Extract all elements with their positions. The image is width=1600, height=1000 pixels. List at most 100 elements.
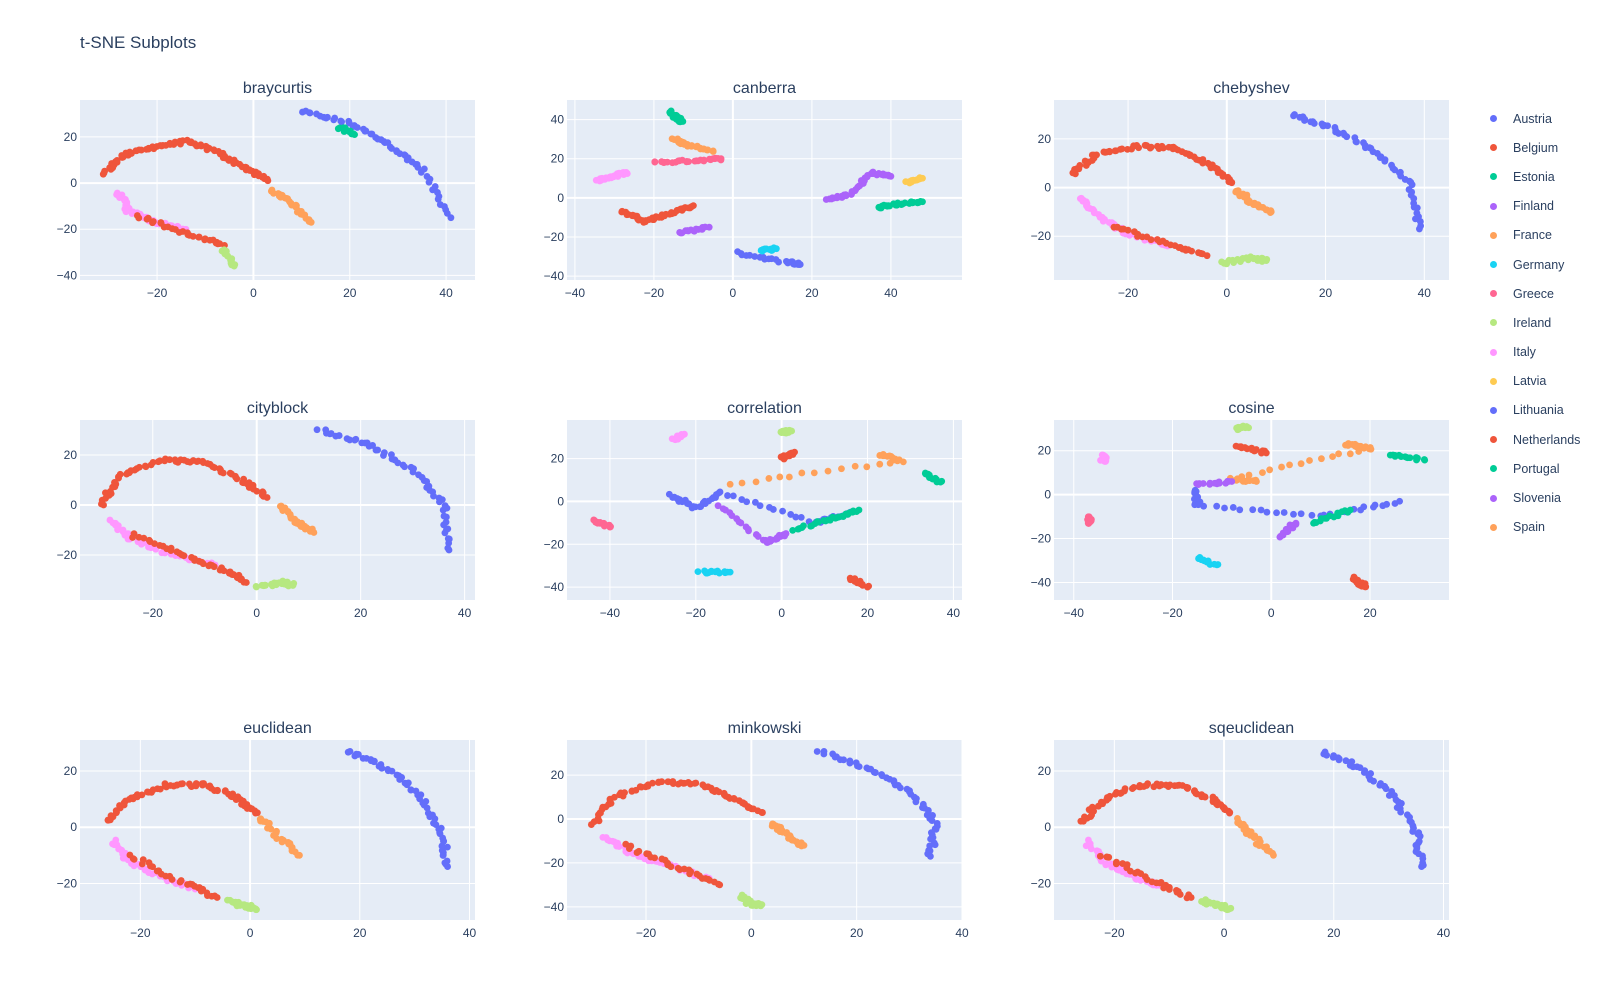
x-tick-label: 40 bbox=[463, 926, 477, 940]
legend-label: Portugal bbox=[1513, 461, 1560, 476]
point-austria bbox=[346, 747, 354, 755]
point-netherlands bbox=[253, 487, 261, 495]
point-belgium bbox=[149, 219, 156, 227]
point-ireland bbox=[749, 902, 757, 909]
legend-item-austria[interactable]: Austria bbox=[1490, 104, 1580, 133]
y-tick-label: 20 bbox=[551, 452, 565, 466]
point-france bbox=[1286, 461, 1293, 469]
point-ireland bbox=[253, 583, 260, 591]
point-france bbox=[1278, 463, 1285, 471]
point-finland bbox=[1228, 478, 1236, 485]
legend-marker-icon bbox=[1490, 494, 1497, 502]
point-greece bbox=[1085, 519, 1092, 527]
point-france bbox=[838, 465, 845, 473]
point-italy bbox=[1087, 845, 1095, 853]
point-france bbox=[709, 147, 717, 155]
point-austria bbox=[370, 758, 378, 766]
point-greece bbox=[685, 158, 692, 166]
point-netherlands bbox=[1262, 449, 1270, 457]
point-austria bbox=[1413, 204, 1421, 212]
point-austria bbox=[380, 452, 387, 459]
subplot-title: minkowski bbox=[728, 720, 802, 737]
legend-item-france[interactable]: France bbox=[1490, 221, 1580, 250]
legend-item-portugal[interactable]: Portugal bbox=[1490, 454, 1580, 483]
x-tick-label: 20 bbox=[861, 606, 875, 620]
point-france bbox=[704, 146, 712, 154]
point-austria bbox=[1418, 863, 1425, 870]
legend-item-spain[interactable]: Spain bbox=[1490, 513, 1580, 542]
point-belgium bbox=[1203, 252, 1211, 260]
point-netherlands bbox=[137, 146, 145, 154]
legend-item-germany[interactable]: Germany bbox=[1490, 250, 1580, 279]
point-france bbox=[267, 825, 275, 833]
x-tick-label: −40 bbox=[600, 606, 621, 620]
points bbox=[592, 107, 926, 268]
legend-item-italy[interactable]: Italy bbox=[1490, 338, 1580, 367]
point-belgium bbox=[210, 563, 218, 571]
legend-label: Slovenia bbox=[1513, 491, 1561, 506]
legend-item-ireland[interactable]: Ireland bbox=[1490, 308, 1580, 337]
legend-marker-icon bbox=[1490, 144, 1497, 152]
point-belgium bbox=[144, 214, 152, 222]
point-netherlands bbox=[715, 788, 723, 796]
x-tick-label: 40 bbox=[884, 286, 898, 300]
point-france bbox=[752, 478, 760, 486]
point-estonia bbox=[334, 125, 342, 133]
point-austria bbox=[403, 781, 411, 789]
legend-marker-icon bbox=[1490, 523, 1497, 531]
x-tick-label: 0 bbox=[253, 606, 260, 620]
point-belgium bbox=[633, 849, 641, 856]
y-tick-label: 20 bbox=[64, 130, 78, 144]
legend-item-estonia[interactable]: Estonia bbox=[1490, 162, 1580, 191]
point-italy bbox=[1137, 876, 1145, 884]
point-belgium bbox=[667, 863, 675, 871]
point-belgium bbox=[1124, 226, 1132, 234]
point-france bbox=[1329, 453, 1336, 461]
y-tick-label: −40 bbox=[57, 268, 78, 282]
point-austria bbox=[1335, 756, 1343, 764]
subplot-canberra: −40 −20 0 20 40 −40 −20 0 20 40 canberra bbox=[544, 80, 962, 300]
y-tick-label: −20 bbox=[544, 537, 565, 551]
plot-area bbox=[567, 740, 962, 920]
point-netherlands bbox=[1121, 785, 1129, 793]
y-tick-label: 20 bbox=[1038, 764, 1052, 778]
point-italy bbox=[622, 168, 630, 176]
legend-item-latvia[interactable]: Latvia bbox=[1490, 367, 1580, 396]
legend-marker-icon bbox=[1490, 377, 1497, 385]
point-netherlands bbox=[149, 458, 157, 466]
x-tick-label: −20 bbox=[636, 926, 657, 940]
x-tick-label: −20 bbox=[686, 606, 707, 620]
point-austria bbox=[396, 776, 404, 783]
point-austria bbox=[430, 492, 437, 500]
legend-label: Greece bbox=[1513, 286, 1554, 301]
subplot-title: braycurtis bbox=[243, 80, 312, 97]
y-tick-label: −20 bbox=[57, 222, 78, 236]
point-portugal bbox=[800, 522, 807, 530]
point-austria bbox=[896, 784, 904, 792]
legend-item-lithuania[interactable]: Lithuania bbox=[1490, 396, 1580, 425]
point-italy bbox=[114, 526, 122, 534]
point-austria bbox=[324, 113, 331, 121]
point-lithuania bbox=[787, 511, 795, 518]
point-austria bbox=[927, 852, 934, 860]
point-austria bbox=[1409, 828, 1417, 835]
point-austria bbox=[425, 178, 433, 186]
point-austria bbox=[1343, 133, 1351, 141]
x-tick-label: −40 bbox=[1064, 606, 1085, 620]
legend-label: Austria bbox=[1513, 111, 1552, 126]
point-estonia bbox=[351, 131, 358, 139]
point-austria bbox=[912, 798, 920, 806]
point-lithuania bbox=[775, 258, 782, 266]
legend-marker-icon bbox=[1490, 319, 1497, 327]
point-estonia bbox=[1413, 456, 1420, 464]
legend-item-netherlands[interactable]: Netherlands bbox=[1490, 425, 1580, 454]
x-tick-label: 0 bbox=[748, 926, 755, 940]
legend-item-belgium[interactable]: Belgium bbox=[1490, 133, 1580, 162]
legend-item-slovenia[interactable]: Slovenia bbox=[1490, 483, 1580, 512]
legend-label: Lithuania bbox=[1513, 403, 1564, 418]
legend-item-greece[interactable]: Greece bbox=[1490, 279, 1580, 308]
x-tick-label: −20 bbox=[143, 606, 164, 620]
legend-item-finland[interactable]: Finland bbox=[1490, 192, 1580, 221]
point-netherlands bbox=[193, 458, 201, 466]
